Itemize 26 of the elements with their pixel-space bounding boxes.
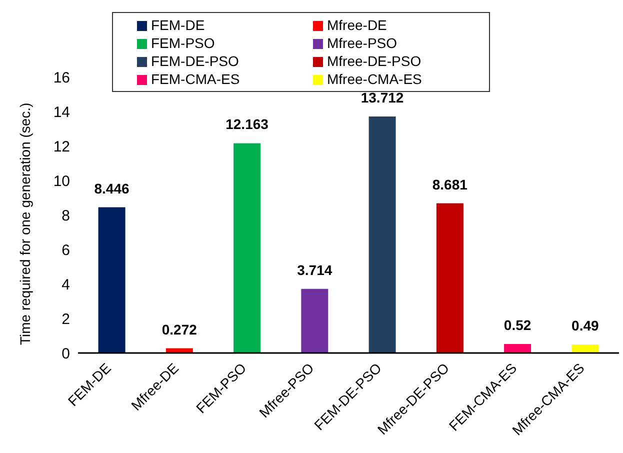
legend-label: Mfree-PSO [327, 35, 398, 51]
y-tick-label: 4 [62, 276, 70, 294]
legend-label: FEM-DE [151, 17, 205, 33]
y-tick-label: 12 [53, 138, 70, 156]
y-tick-label: 0 [62, 345, 70, 362]
legend-label: Mfree-DE [327, 17, 387, 33]
legend-label: FEM-PSO [151, 35, 215, 51]
data-label: 0.52 [504, 317, 532, 334]
data-label: 3.714 [297, 262, 332, 278]
legend-label: Mfree-DE-PSO [327, 53, 422, 69]
y-tick-label: 2 [62, 310, 70, 328]
data-label: 0.272 [162, 321, 198, 338]
y-axis-title: Time required for one generation (sec.) [16, 102, 33, 345]
y-tick-label: 10 [53, 172, 70, 190]
y-tick-label: 14 [53, 104, 70, 121]
data-label: 0.49 [572, 318, 599, 334]
data-label: 8.446 [94, 180, 130, 196]
y-tick-label: 6 [62, 242, 70, 259]
y-tick-label: 8 [62, 207, 70, 224]
data-label: 8.681 [432, 176, 468, 192]
legend-label: FEM-CMA-ES [151, 71, 240, 87]
legend-label: Mfree-CMA-ES [327, 71, 422, 87]
y-tick-label: 16 [53, 69, 70, 86]
data-label: 13.712 [360, 89, 404, 106]
legend-label: FEM-DE-PSO [151, 53, 239, 69]
data-label: 12.163 [226, 116, 269, 132]
